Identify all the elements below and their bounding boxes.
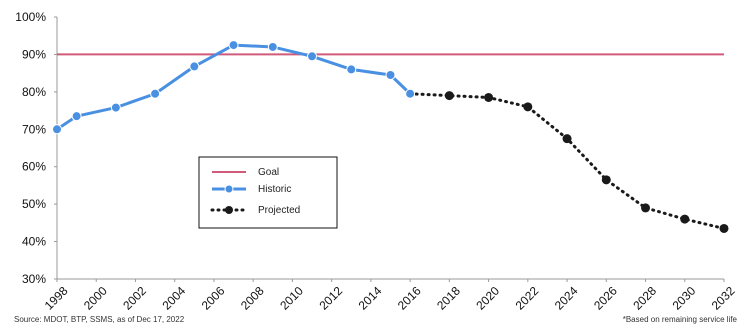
source-note: Source: MDOT, BTP, SSMS, as of Dec 17, 2… xyxy=(14,315,185,324)
projected-point xyxy=(444,91,454,101)
projected-point xyxy=(562,134,572,144)
projected-point xyxy=(680,214,690,224)
projected-point xyxy=(719,223,729,233)
service-life-note: *Based on remaining service life xyxy=(623,315,738,324)
projected-point xyxy=(601,175,611,185)
historic-point xyxy=(71,111,82,122)
y-tick-label: 50% xyxy=(22,197,46,211)
historic-point xyxy=(307,51,318,62)
y-tick-label: 60% xyxy=(22,160,46,174)
historic-point xyxy=(346,64,357,75)
legend-projected-marker xyxy=(225,206,233,214)
projected-point xyxy=(523,102,533,112)
historic-point xyxy=(267,41,278,52)
legend-historic-marker xyxy=(224,184,234,194)
y-tick-label: 80% xyxy=(22,85,46,99)
legend-box xyxy=(198,156,338,229)
y-tick-label: 30% xyxy=(22,272,46,286)
y-tick-label: 40% xyxy=(22,235,46,249)
historic-point xyxy=(52,124,62,135)
historic-point xyxy=(150,88,161,99)
series-layer xyxy=(52,40,729,233)
historic-point xyxy=(228,40,239,51)
y-tick-label: 100% xyxy=(15,10,46,24)
legend-historic-label: Historic xyxy=(258,184,291,195)
historic-point xyxy=(385,70,396,81)
historic-point xyxy=(110,102,121,113)
legend: Goal Historic Projected xyxy=(198,156,338,229)
legend-goal-label: Goal xyxy=(258,167,279,178)
historic-point xyxy=(189,61,200,72)
projected-point xyxy=(641,203,651,213)
historic-point xyxy=(405,88,416,99)
projected-point xyxy=(484,92,494,102)
legend-projected-label: Projected xyxy=(258,205,300,216)
y-tick-label: 90% xyxy=(22,47,46,61)
y-tick-label: 70% xyxy=(22,122,46,136)
